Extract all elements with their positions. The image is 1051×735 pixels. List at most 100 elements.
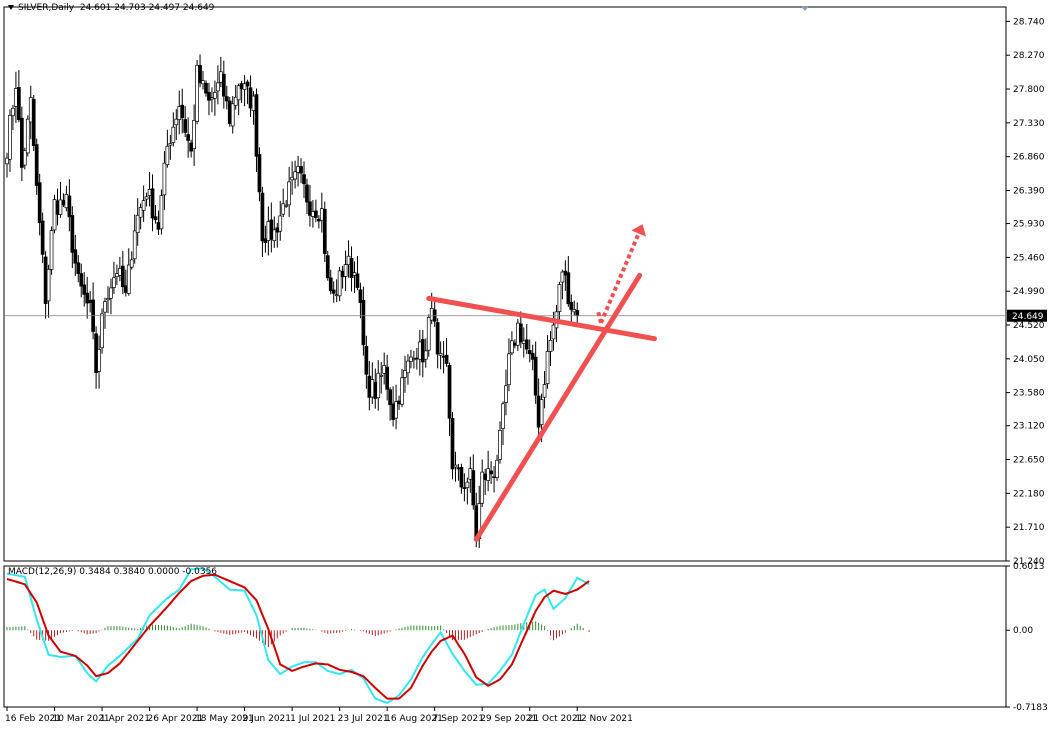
candle-body xyxy=(495,459,499,479)
candle-body xyxy=(192,119,196,149)
price-tick-label: 25.930 xyxy=(1013,220,1045,230)
candle-body xyxy=(177,106,182,120)
candle-body xyxy=(97,349,101,372)
candle-body xyxy=(79,273,84,287)
candle-body xyxy=(536,395,541,428)
candle-body xyxy=(239,83,244,89)
candle-body xyxy=(85,292,90,304)
candle-body xyxy=(14,88,18,107)
candle-body xyxy=(245,81,250,87)
candle-body xyxy=(248,87,253,109)
scroll-marker-icon[interactable] xyxy=(801,6,809,11)
candle-body xyxy=(82,284,87,295)
candle-body xyxy=(31,98,36,146)
candle-body xyxy=(73,249,78,264)
candle-body xyxy=(17,87,21,121)
candle-body xyxy=(352,272,357,276)
candle-body xyxy=(37,182,42,223)
projection-arrow-shaft xyxy=(599,232,641,324)
price-tick-label: 25.460 xyxy=(1013,253,1045,263)
price-tick-label: 26.390 xyxy=(1013,186,1045,196)
date-tick-label: 1 Apr 2021 xyxy=(100,714,150,724)
trendline xyxy=(426,295,657,342)
macd-header: MACD(12,26,9) 0.3484 0.3840 0.0000 -0.03… xyxy=(8,567,217,577)
candle-body xyxy=(569,301,574,310)
price-tick-label: 26.860 xyxy=(1013,153,1045,163)
candle-body xyxy=(156,222,161,230)
candle-body xyxy=(346,255,351,265)
candle-body xyxy=(260,192,265,242)
macd-tick-label: -0.7183 xyxy=(1013,703,1048,713)
candle-body xyxy=(551,324,556,340)
candle-body xyxy=(186,134,191,141)
candle-body xyxy=(459,466,464,488)
candle-body xyxy=(123,285,128,293)
price-tick-label: 28.270 xyxy=(1013,51,1045,61)
candle-body xyxy=(358,289,363,303)
candle-body xyxy=(251,95,256,112)
candle-body xyxy=(426,317,431,351)
candle-body xyxy=(61,200,66,206)
candle-body xyxy=(165,145,170,166)
candle-body xyxy=(423,350,428,360)
candle-body xyxy=(242,83,247,91)
candle-body xyxy=(269,219,274,240)
candle-body xyxy=(518,323,523,343)
candle-body xyxy=(379,374,384,377)
candle-body xyxy=(308,201,312,216)
candle-body xyxy=(49,230,54,270)
candle-body xyxy=(135,214,140,233)
candle-body xyxy=(159,195,164,230)
candle-body xyxy=(435,322,440,355)
candle-body xyxy=(397,400,401,405)
current-price-label: 24.649 xyxy=(1012,312,1044,322)
price-tick-label: 24.050 xyxy=(1013,355,1045,365)
candle-body xyxy=(566,272,571,305)
price-tick-label: 24.520 xyxy=(1013,321,1045,331)
candle-body xyxy=(22,150,27,166)
date-tick-label: 16 Feb 2021 xyxy=(5,714,61,724)
symbol-label: SILVER,Daily xyxy=(18,3,75,13)
candle-body xyxy=(174,118,179,126)
candle-body xyxy=(103,301,107,313)
candle-body xyxy=(281,203,286,215)
candle-body xyxy=(388,389,392,406)
candle-body xyxy=(218,71,223,83)
candle-body xyxy=(233,96,238,106)
candle-body xyxy=(290,176,294,181)
candle-body xyxy=(504,385,508,403)
date-tick-label: 16 Aug 2021 xyxy=(385,714,443,724)
candle-body xyxy=(545,351,550,384)
candle-body xyxy=(112,277,116,288)
candle-body xyxy=(515,322,520,346)
candle-body xyxy=(11,107,15,117)
candle-body xyxy=(527,350,532,355)
candle-body xyxy=(471,470,476,506)
candle-body xyxy=(521,340,526,344)
candle-body xyxy=(400,377,404,405)
candle-body xyxy=(417,341,422,360)
candle-body xyxy=(337,270,342,297)
candle-body xyxy=(129,259,134,268)
candle-body xyxy=(257,154,262,193)
candle-body xyxy=(444,354,449,364)
candle-body xyxy=(507,353,511,386)
collapse-triangle-icon[interactable] xyxy=(8,5,14,10)
macd-tick-label: 0.00 xyxy=(1013,626,1033,636)
candle-body xyxy=(438,353,443,356)
candle-body xyxy=(447,365,452,419)
candle-body xyxy=(415,357,419,360)
candle-body xyxy=(305,184,309,203)
candle-body xyxy=(126,264,131,294)
candle-body xyxy=(498,430,502,460)
candle-body xyxy=(171,126,176,143)
candle-body xyxy=(462,487,467,489)
candle-body xyxy=(224,96,229,102)
candle-body xyxy=(370,379,375,398)
macd-label: MACD(12,26,9) xyxy=(8,567,77,577)
candle-body xyxy=(272,229,277,241)
price-tick-label: 23.580 xyxy=(1013,389,1045,399)
candle-body xyxy=(254,94,259,157)
candle-body xyxy=(441,355,446,358)
